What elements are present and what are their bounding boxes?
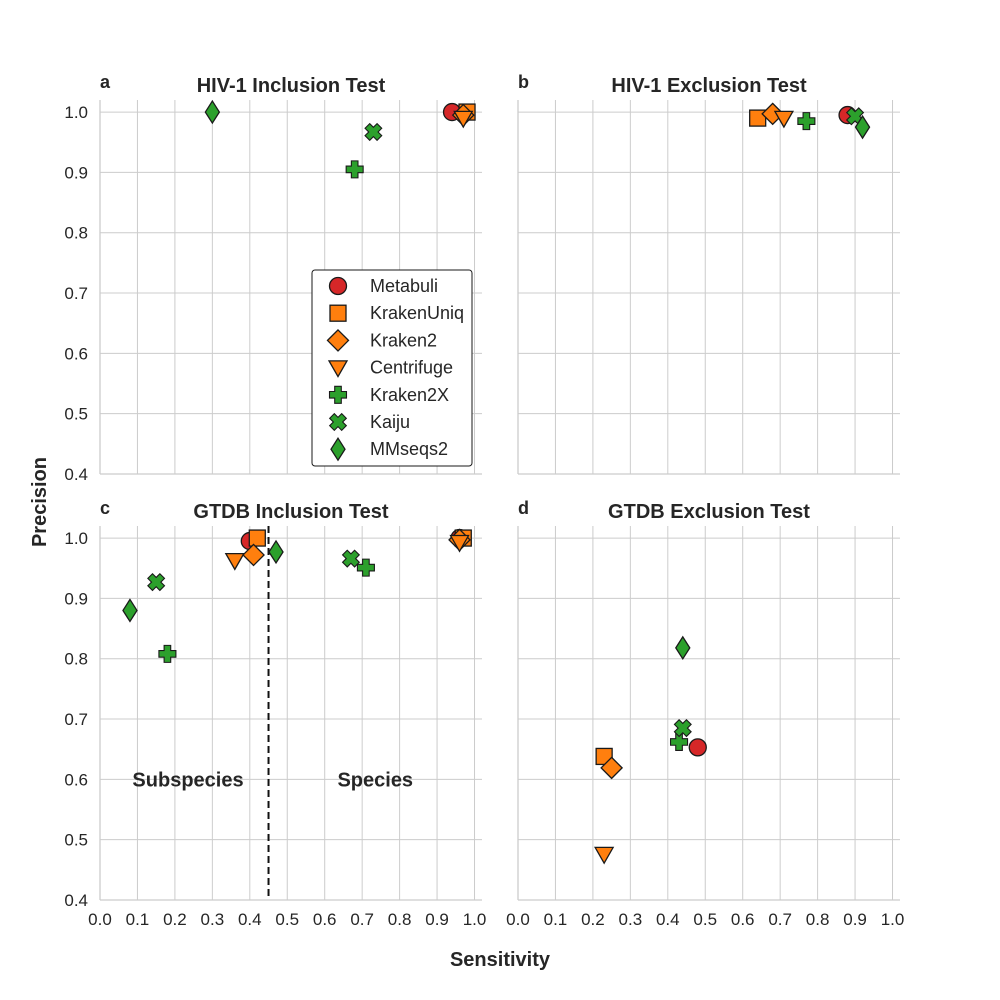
panel-title: HIV-1 Inclusion Test [197, 75, 386, 97]
y-axis-label: Precision [29, 457, 51, 547]
y-tick-label: 0.8 [64, 650, 88, 669]
x-tick-label: 1.0 [881, 910, 905, 929]
x-tick-label: 0.3 [619, 910, 643, 929]
y-tick-label: 0.7 [64, 710, 88, 729]
x-tick-label: 0.7 [768, 910, 792, 929]
panel-title: GTDB Exclusion Test [608, 501, 810, 523]
y-tick-label: 0.5 [64, 405, 88, 424]
panel-title: HIV-1 Exclusion Test [611, 75, 807, 97]
legend-marker-metabuli [328, 276, 348, 296]
point-mmseqs2 [675, 635, 691, 661]
point-centrifuge [773, 110, 795, 129]
legend-label: Kraken2X [370, 385, 449, 405]
point-kaiju [341, 549, 361, 568]
panel-b: HIV-1 Exclusion Test b [517, 72, 900, 475]
panel-c: 0.4 0.5 0.6 0.7 0.8 0.9 1.0 0.0 0.1 0.2 0.3 0.4 0.5 0… [64, 498, 486, 929]
legend-box [311, 269, 473, 467]
y-tick-label: 0.7 [64, 284, 88, 303]
legend-marker-kaiju [328, 412, 348, 432]
x-tick-label: 0.4 [238, 910, 262, 929]
point-mmseqs2 [854, 114, 871, 140]
x-tick-label: 0.6 [313, 910, 337, 929]
legend-marker-krakenuniq [329, 304, 347, 322]
y-tick-label: 0.9 [64, 589, 88, 608]
x-tick-label: 0.2 [163, 910, 187, 929]
x-tick-label: 0.3 [201, 910, 225, 929]
y-tick-label: 0.5 [64, 831, 88, 850]
x-tick-label: 0.0 [506, 910, 530, 929]
y-tick-label: 0.6 [64, 344, 88, 363]
panel-letter: c [100, 498, 110, 518]
legend-label: Kraken2 [370, 330, 437, 350]
point-metabuli [688, 738, 707, 757]
point-mmseqs2 [268, 539, 284, 565]
legend-marker-kraken2x [328, 385, 348, 404]
y-tick-label: 1.0 [64, 103, 88, 122]
panel-title: GTDB Inclusion Test [193, 501, 389, 523]
legend-label: KrakenUniq [370, 303, 464, 323]
x-tick-label: 0.4 [656, 910, 680, 929]
point-kraken2x [345, 160, 364, 179]
y-tick-label: 0.8 [64, 224, 88, 243]
point-mmseqs2 [204, 99, 221, 125]
legend-marker-centrifuge [327, 360, 349, 378]
y-tick-label: 0.6 [64, 770, 88, 789]
x-axis-label: Sensitivity [450, 949, 551, 971]
panel-d: 0.0 0.1 0.2 0.3 0.4 0.5 0.6 0.7 0.8 0.9 1.0 GTDB Ex… [506, 498, 904, 929]
point-kaiju [673, 718, 692, 738]
annotation-subspecies: Subspecies [132, 769, 243, 791]
point-kraken2 [242, 543, 265, 567]
legend-marker-kraken2 [326, 328, 350, 352]
legend-label: Kaiju [370, 412, 410, 432]
x-tick-label: 0.9 [843, 910, 867, 929]
legend-label: Centrifuge [370, 358, 453, 378]
x-tick-label: 0.1 [126, 910, 150, 929]
point-kraken2 [761, 102, 785, 126]
point-mmseqs2 [122, 598, 138, 623]
x-tick-label: 0.2 [581, 910, 605, 929]
panel-letter: b [518, 72, 529, 92]
x-tick-label: 1.0 [463, 910, 487, 929]
x-tick-label: 0.0 [88, 910, 112, 929]
point-kraken2x [158, 644, 177, 663]
point-centrifuge [449, 534, 470, 553]
legend-label: MMseqs2 [370, 439, 448, 459]
point-kraken2x [356, 558, 375, 577]
point-kaiju [147, 572, 166, 592]
point-kraken2 [600, 756, 624, 780]
point-krakenuniq [248, 529, 266, 547]
point-centrifuge [453, 110, 474, 129]
point-centrifuge [224, 552, 245, 571]
point-kraken2x [797, 112, 816, 131]
point-kraken2x [669, 732, 689, 752]
x-tick-label: 0.1 [544, 910, 568, 929]
legend-marker-mmseqs2 [330, 436, 346, 462]
x-tick-label: 0.9 [425, 910, 449, 929]
y-tick-label: 0.9 [64, 163, 88, 182]
point-centrifuge [594, 846, 615, 865]
panel-letter: a [100, 72, 111, 92]
x-tick-label: 0.5 [693, 910, 717, 929]
x-tick-label: 0.8 [806, 910, 830, 929]
y-tick-label: 0.4 [64, 465, 88, 484]
y-tick-label: 0.4 [64, 891, 88, 910]
annotation-species: Species [337, 769, 413, 791]
legend-label: Metabuli [370, 276, 438, 296]
y-tick-label: 1.0 [64, 529, 88, 548]
panel-letter: d [518, 498, 529, 518]
x-tick-label: 0.7 [350, 910, 374, 929]
x-tick-label: 0.6 [731, 910, 755, 929]
x-tick-label: 0.5 [275, 910, 299, 929]
point-kaiju [364, 122, 383, 142]
panels: 0.4 0.5 0.6 0.7 0.8 0.9 1.0 HIV-1 Inclusion Tes… [64, 72, 904, 929]
legend: Metabuli KrakenUniq Kraken2 Centrifuge Krake… [311, 269, 473, 467]
x-tick-label: 0.8 [388, 910, 412, 929]
